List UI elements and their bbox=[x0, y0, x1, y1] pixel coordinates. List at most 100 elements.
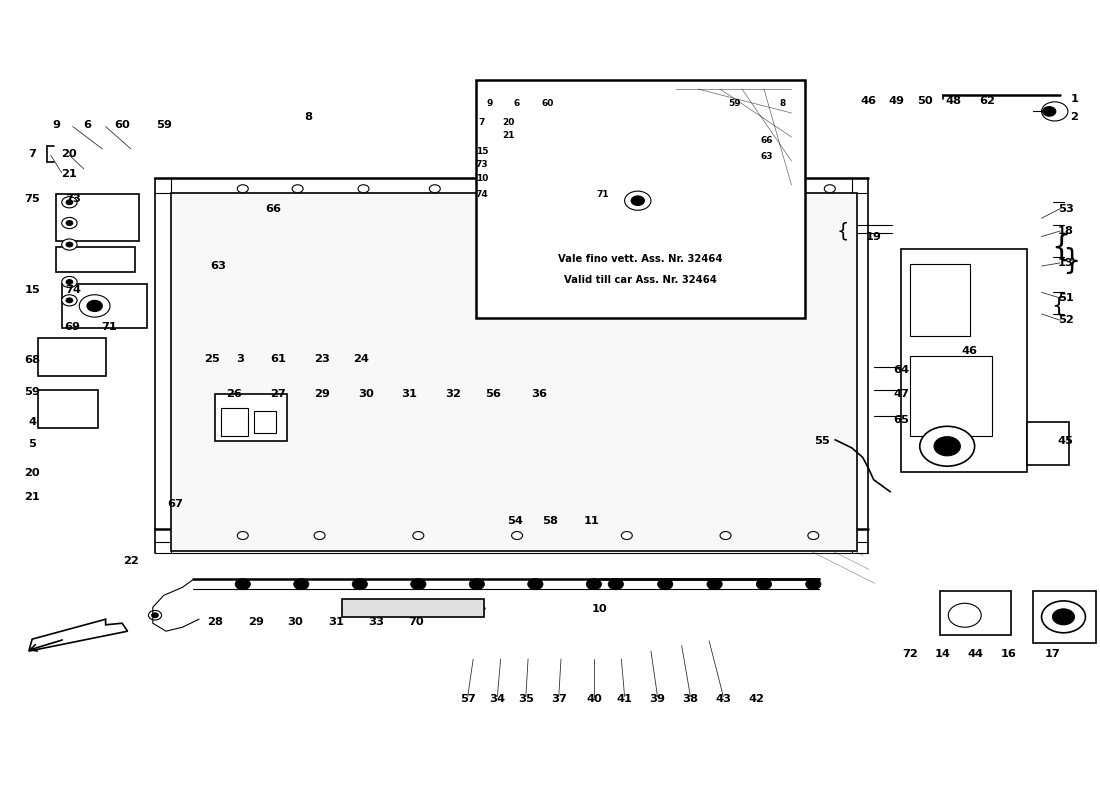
Text: 32: 32 bbox=[446, 389, 461, 398]
Text: 62: 62 bbox=[979, 96, 994, 106]
Text: 47: 47 bbox=[893, 389, 909, 398]
Text: 59: 59 bbox=[24, 387, 40, 397]
Circle shape bbox=[62, 218, 77, 229]
Text: 26: 26 bbox=[227, 389, 242, 398]
Text: 70: 70 bbox=[408, 617, 424, 626]
Text: 8: 8 bbox=[305, 112, 312, 122]
Circle shape bbox=[66, 200, 73, 205]
Text: 41: 41 bbox=[617, 694, 632, 704]
Text: 59: 59 bbox=[728, 99, 740, 108]
Bar bbox=[1027, 422, 1069, 466]
Bar bbox=[62, 285, 147, 328]
Text: 45: 45 bbox=[1058, 437, 1074, 446]
Polygon shape bbox=[29, 619, 128, 651]
Text: 21: 21 bbox=[24, 492, 40, 502]
Text: 42: 42 bbox=[748, 694, 764, 704]
Circle shape bbox=[66, 221, 73, 226]
Circle shape bbox=[79, 294, 110, 317]
Circle shape bbox=[293, 185, 304, 193]
Text: 20: 20 bbox=[62, 150, 77, 159]
Circle shape bbox=[410, 578, 426, 590]
Text: 74: 74 bbox=[65, 285, 80, 295]
Circle shape bbox=[1042, 601, 1086, 633]
Text: 11: 11 bbox=[584, 516, 600, 526]
Text: 68: 68 bbox=[24, 355, 40, 365]
Text: 18: 18 bbox=[1058, 226, 1074, 236]
Circle shape bbox=[495, 185, 506, 193]
Text: 20: 20 bbox=[24, 468, 40, 478]
Bar bbox=[1033, 591, 1097, 643]
Circle shape bbox=[87, 300, 102, 311]
Text: 1: 1 bbox=[1070, 94, 1078, 104]
Bar bbox=[939, 591, 1011, 635]
Text: 40: 40 bbox=[586, 694, 602, 704]
Text: 39: 39 bbox=[649, 694, 666, 704]
Text: 21: 21 bbox=[502, 131, 515, 140]
Text: 64: 64 bbox=[893, 365, 909, 374]
Text: 59: 59 bbox=[156, 120, 172, 130]
Text: 17: 17 bbox=[1045, 649, 1060, 658]
Text: 7: 7 bbox=[29, 150, 36, 159]
Circle shape bbox=[1053, 609, 1075, 625]
Text: 67: 67 bbox=[167, 498, 183, 509]
Text: 55: 55 bbox=[814, 437, 830, 446]
Circle shape bbox=[62, 239, 77, 250]
Bar bbox=[216, 394, 287, 442]
Circle shape bbox=[238, 531, 249, 539]
Circle shape bbox=[66, 298, 73, 302]
Text: Valid till car Ass. Nr. 32464: Valid till car Ass. Nr. 32464 bbox=[564, 275, 717, 286]
Circle shape bbox=[807, 531, 818, 539]
Text: 2: 2 bbox=[1070, 112, 1078, 122]
Circle shape bbox=[412, 531, 424, 539]
Text: 73: 73 bbox=[65, 194, 80, 204]
Bar bbox=[37, 338, 106, 376]
Text: 27: 27 bbox=[270, 389, 286, 398]
Circle shape bbox=[62, 197, 77, 208]
Text: {: { bbox=[1052, 296, 1066, 316]
Circle shape bbox=[710, 185, 720, 193]
Text: 61: 61 bbox=[270, 354, 286, 363]
Circle shape bbox=[66, 242, 73, 247]
Text: 58: 58 bbox=[542, 516, 558, 526]
Text: 49: 49 bbox=[889, 96, 904, 106]
Circle shape bbox=[720, 531, 732, 539]
Text: 4: 4 bbox=[29, 418, 36, 427]
Circle shape bbox=[948, 603, 981, 627]
Text: 25: 25 bbox=[205, 354, 220, 363]
Circle shape bbox=[429, 185, 440, 193]
Text: 38: 38 bbox=[682, 694, 698, 704]
Circle shape bbox=[707, 578, 723, 590]
Text: 3: 3 bbox=[236, 354, 244, 363]
Bar bbox=[610, 145, 679, 181]
Text: 69: 69 bbox=[65, 322, 80, 332]
Circle shape bbox=[805, 578, 821, 590]
Circle shape bbox=[644, 185, 654, 193]
Text: 63: 63 bbox=[761, 152, 773, 162]
Text: 46: 46 bbox=[961, 346, 977, 355]
Text: 7: 7 bbox=[478, 118, 485, 127]
Text: 33: 33 bbox=[368, 617, 385, 626]
Text: 43: 43 bbox=[715, 694, 732, 704]
Text: 73: 73 bbox=[475, 160, 488, 170]
Circle shape bbox=[757, 578, 771, 590]
Bar bbox=[221, 408, 249, 436]
Text: 30: 30 bbox=[358, 389, 374, 398]
Bar bbox=[910, 356, 992, 436]
Text: 31: 31 bbox=[328, 617, 344, 626]
Text: {: { bbox=[1052, 233, 1070, 262]
Text: 14: 14 bbox=[935, 649, 950, 658]
Text: 6: 6 bbox=[82, 120, 91, 130]
Text: 50: 50 bbox=[917, 96, 933, 106]
Circle shape bbox=[315, 531, 326, 539]
Text: 60: 60 bbox=[541, 99, 554, 108]
Circle shape bbox=[528, 578, 543, 590]
Text: 44: 44 bbox=[968, 649, 983, 658]
Text: 66: 66 bbox=[761, 137, 773, 146]
Circle shape bbox=[625, 191, 651, 210]
Text: 12: 12 bbox=[774, 287, 791, 298]
FancyBboxPatch shape bbox=[476, 79, 804, 318]
Text: 24: 24 bbox=[353, 354, 370, 363]
Text: 63: 63 bbox=[210, 261, 227, 271]
Text: 71: 71 bbox=[596, 190, 609, 199]
Text: 54: 54 bbox=[507, 516, 522, 526]
